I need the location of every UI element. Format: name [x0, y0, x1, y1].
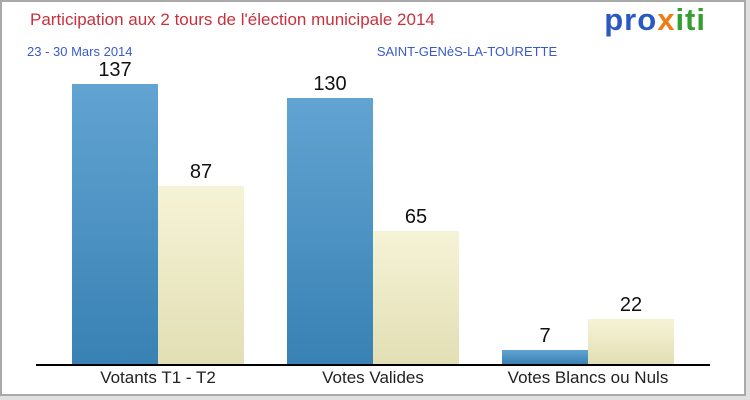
commune-subtitle: SAINT-GENèS-LA-TOURETTE	[376, 44, 558, 59]
bar-column-t2: 22	[588, 294, 674, 364]
logo-part-pro: pro	[604, 2, 658, 37]
date-range-subtitle: 23 - 30 Mars 2014	[27, 44, 133, 59]
bar-value-label: 130	[313, 73, 347, 95]
chart-title: Participation aux 2 tours de l'élection …	[30, 10, 435, 29]
bar-t1	[287, 98, 373, 364]
bar-group: 7 22	[502, 294, 674, 364]
bar-value-label: 22	[619, 294, 643, 316]
proxiti-logo: proxiti	[604, 2, 706, 38]
category-label: Votes Blancs ou Nuls	[507, 368, 669, 387]
logo-part-iti: iti	[675, 2, 706, 37]
bar-value-label: 87	[189, 161, 213, 183]
category-label: Votes Valides	[322, 368, 424, 387]
bar-t1	[72, 84, 158, 364]
bar-group: 130 65	[287, 73, 459, 364]
bar-column-t1: 7	[502, 325, 588, 364]
bar-t1	[502, 350, 588, 364]
bar-column-t2: 87	[158, 161, 244, 364]
logo-part-x: x	[657, 2, 676, 37]
bar-group: 137 87	[72, 59, 244, 364]
bars-row: 137 87 130 65 7 22	[36, 58, 710, 364]
bar-t2	[158, 186, 244, 364]
category-labels-row: Votants T1 - T2 Votes Valides Votes Blancs…	[36, 368, 710, 388]
bar-column-t2: 65	[373, 206, 459, 364]
category-label: Votants T1 - T2	[100, 368, 216, 387]
bar-column-t1: 130	[287, 73, 373, 364]
bar-t2	[588, 319, 674, 364]
bar-value-label: 65	[404, 206, 428, 228]
bar-column-t1: 137	[72, 59, 158, 364]
bar-t2	[373, 231, 459, 364]
bar-chart-plot-area: 137 87 130 65 7 22	[36, 58, 710, 366]
bar-value-label: 137	[98, 59, 132, 81]
bar-value-label: 7	[539, 325, 551, 347]
